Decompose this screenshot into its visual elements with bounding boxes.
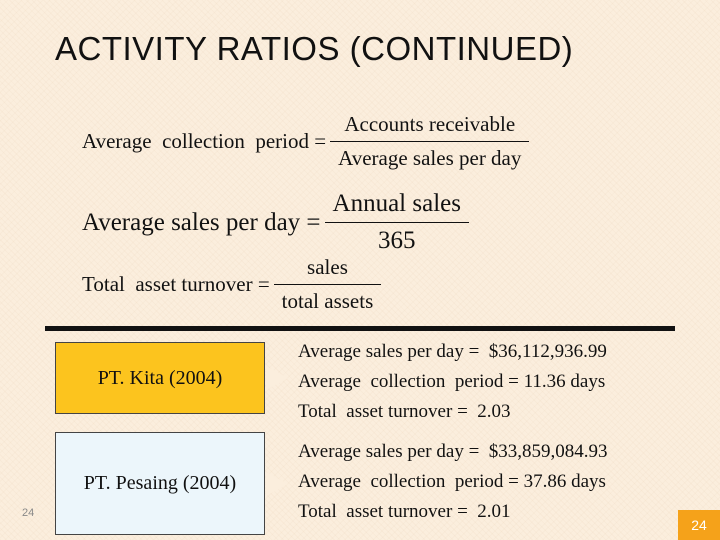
fraction-bar: [273, 284, 382, 285]
result-avg-sales-per-day: Average sales per day = $33,859,084.93: [298, 441, 608, 462]
section-divider: [45, 326, 675, 331]
formula-fraction: sales total assets: [273, 255, 382, 314]
result-collection-period: Average collection period = 37.86 days: [298, 471, 606, 492]
company-label: PT. Kita (2004): [97, 366, 223, 389]
formula-denominator: Average sales per day: [338, 146, 522, 170]
formula-lhs: Total asset turnover =: [82, 272, 270, 296]
formula-fraction: Accounts receivable Average sales per da…: [330, 112, 530, 171]
formula-denominator: 365: [378, 227, 416, 254]
formula-avg-sales-per-day: Average sales per day = Annual sales 365: [82, 190, 469, 255]
arrow-right-icon: [266, 366, 288, 390]
formula-lhs: Average sales per day =: [82, 208, 321, 236]
formula-numerator: sales: [307, 255, 348, 279]
fraction-bar: [330, 141, 530, 142]
fraction-bar: [324, 222, 469, 223]
company-label: PT. Pesaing (2004): [83, 472, 237, 494]
slide-title: ACTIVITY RATIOS (CONTINUED): [55, 30, 574, 67]
arrow-right-icon: [266, 472, 288, 496]
result-asset-turnover: Total asset turnover = 2.01: [298, 501, 511, 522]
formula-numerator: Annual sales: [332, 190, 461, 217]
page-number-badge: 24: [678, 510, 720, 540]
formula-lhs: Average collection period =: [82, 129, 327, 153]
company-box-pesaing: PT. Pesaing (2004): [55, 432, 265, 535]
results-kita: Average sales per day = $36,112,936.99 Av…: [298, 337, 607, 427]
company-box-kita: PT. Kita (2004): [55, 342, 265, 414]
formula-collection-period: Average collection period = Accounts rec…: [82, 112, 530, 171]
result-asset-turnover: Total asset turnover = 2.03: [298, 401, 511, 422]
results-pesaing: Average sales per day = $33,859,084.93 Av…: [298, 437, 608, 527]
formula-numerator: Accounts receivable: [344, 112, 516, 136]
page-number-left: 24: [22, 507, 35, 519]
result-avg-sales-per-day: Average sales per day = $36,112,936.99: [298, 341, 607, 362]
result-collection-period: Average collection period = 11.36 days: [298, 371, 606, 392]
formula-asset-turnover: Total asset turnover = sales total asset…: [82, 255, 382, 314]
formula-denominator: total assets: [281, 289, 374, 313]
formula-fraction: Annual sales 365: [324, 190, 469, 255]
